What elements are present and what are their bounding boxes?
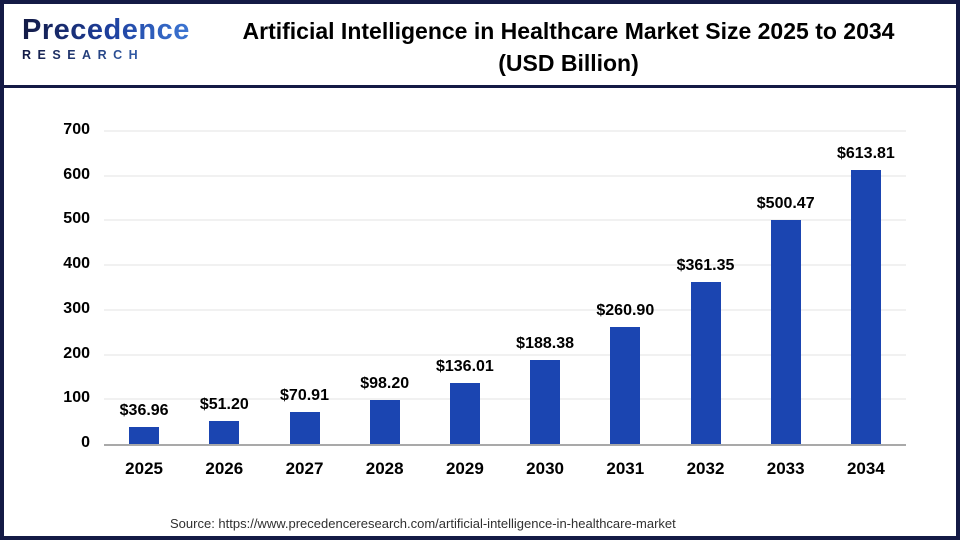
x-tick-label-2026: 2026 bbox=[205, 459, 244, 478]
gridline-700 bbox=[104, 130, 906, 132]
value-label-2025: $36.96 bbox=[119, 402, 169, 420]
bar-2029 bbox=[449, 383, 480, 444]
chart-title: Artificial Intelligence in Healthcare Ma… bbox=[189, 15, 948, 79]
y-tick-label-0: 0 bbox=[81, 434, 90, 451]
x-tick-label-2027: 2027 bbox=[285, 459, 324, 478]
gridline-500 bbox=[104, 219, 906, 222]
bar-2034 bbox=[850, 169, 881, 444]
source-caption: Source: https://www.precedenceresearch.c… bbox=[170, 516, 676, 531]
x-tick-label-2034: 2034 bbox=[846, 459, 885, 478]
value-label-2030: $188.38 bbox=[516, 334, 575, 352]
logo-wordmark: Precedence bbox=[22, 15, 197, 46]
gridline-200 bbox=[104, 353, 906, 356]
bar-2030 bbox=[530, 359, 561, 444]
gridline-400 bbox=[104, 264, 906, 267]
precedence-research-logo: Precedence RESEARCH bbox=[22, 15, 197, 63]
value-label-2033: $500.47 bbox=[756, 195, 815, 213]
x-axis-labels: 2025 2026 2027 2028 2029 2030 2031 2032 2033 2034 bbox=[104, 459, 906, 481]
y-tick-label-500: 500 bbox=[63, 210, 90, 228]
value-label-2026: $51.20 bbox=[199, 396, 249, 414]
y-tick-label-100: 100 bbox=[63, 389, 90, 407]
y-axis-labels: 0 100 200 300 400 500 600 700 bbox=[32, 121, 90, 451]
chart-title-line1: Artificial Intelligence in Healthcare Ma… bbox=[242, 18, 895, 44]
x-tick-label-2032: 2032 bbox=[686, 459, 725, 478]
x-tick-label-2025: 2025 bbox=[125, 459, 163, 478]
chart-title-line2: (USD Billion) bbox=[498, 50, 639, 76]
x-tick-label-2033: 2033 bbox=[766, 459, 805, 478]
x-tick-label-2031: 2031 bbox=[606, 459, 645, 478]
y-tick-label-200: 200 bbox=[63, 344, 90, 362]
y-tick-label-300: 300 bbox=[63, 299, 90, 317]
bar-2031 bbox=[610, 327, 641, 444]
value-label-2034: $613.81 bbox=[836, 144, 895, 162]
gridline-300 bbox=[104, 308, 906, 311]
bar-2032 bbox=[690, 282, 721, 444]
y-tick-label-700: 700 bbox=[63, 121, 90, 138]
value-label-2029: $136.01 bbox=[435, 358, 494, 376]
bar-2033 bbox=[770, 220, 801, 444]
value-label-2027: $70.91 bbox=[280, 387, 329, 405]
x-tick-label-2030: 2030 bbox=[526, 459, 564, 478]
logo-subtitle: RESEARCH bbox=[22, 48, 197, 62]
y-tick-label-400: 400 bbox=[63, 255, 90, 273]
header-divider bbox=[4, 85, 956, 88]
value-label-2031: $260.90 bbox=[596, 302, 655, 320]
x-tick-label-2028: 2028 bbox=[365, 459, 404, 478]
gridline-100 bbox=[104, 398, 906, 401]
gridline-600 bbox=[104, 174, 906, 177]
bar-2028 bbox=[369, 400, 400, 444]
bar-2026 bbox=[209, 421, 240, 444]
bar-2025 bbox=[129, 427, 160, 444]
bar-2027 bbox=[289, 412, 320, 444]
value-label-2032: $361.35 bbox=[676, 257, 735, 275]
plot-area: $36.96 $51.20 $70.91 $98.20 $136.01 $188.38 $2… bbox=[104, 130, 906, 446]
x-tick-label-2029: 2029 bbox=[445, 459, 484, 478]
value-label-2028: $98.20 bbox=[360, 375, 410, 393]
y-tick-label-600: 600 bbox=[63, 165, 90, 183]
